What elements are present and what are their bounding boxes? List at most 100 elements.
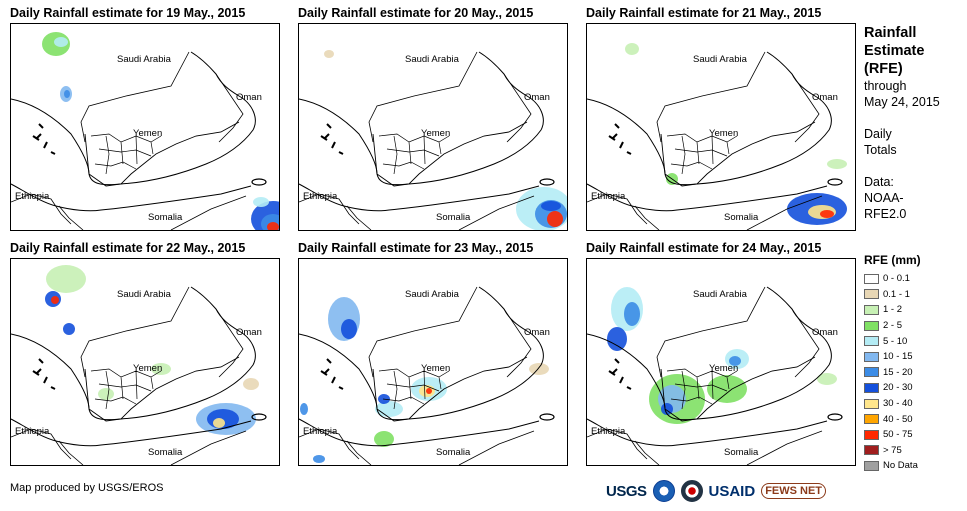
sidebar-date: May 24, 2015	[864, 95, 940, 109]
sidebar-title-1: Rainfall	[864, 25, 917, 41]
rainfall-area	[243, 378, 259, 390]
rainfall-area	[98, 388, 114, 400]
map-panel-21: Daily Rainfall estimate for 21 May., 201…	[586, 6, 856, 231]
panel-title: Daily Rainfall estimate for 24 May., 201…	[586, 241, 822, 255]
legend-label: 20 - 30	[883, 382, 913, 394]
legend-swatch	[864, 398, 879, 409]
legend-item: 2 - 5	[864, 318, 921, 334]
legend-swatch	[864, 460, 879, 471]
rainfall-area	[817, 373, 837, 385]
map-panel-19: Daily Rainfall estimate for 19 May., 201…	[10, 6, 280, 231]
legend-item: 1 - 2	[864, 302, 921, 318]
rainfall-area	[213, 418, 225, 428]
map-frame: Saudi Arabia Oman Yemen Ethiopia Somalia	[298, 258, 568, 466]
rainfall-area	[300, 403, 308, 415]
country-label-ethiopia: Ethiopia	[303, 191, 338, 202]
rainfall-area	[253, 197, 269, 207]
country-label-somalia: Somalia	[148, 212, 183, 223]
rainfall-map	[587, 286, 843, 465]
legend-label: 50 - 75	[883, 429, 913, 441]
borders	[587, 51, 843, 230]
rainfall-area	[529, 363, 549, 375]
country-label-yemen: Yemen	[709, 363, 739, 374]
legend-swatch	[864, 273, 879, 284]
sidebar-data-label: Data:	[864, 175, 894, 189]
legend-swatch	[864, 367, 879, 378]
country-label-somalia: Somalia	[436, 212, 471, 223]
legend-item: 15 - 20	[864, 365, 921, 381]
country-label-oman: Oman	[524, 327, 550, 338]
rainfall-area	[426, 388, 432, 394]
country-label-ethiopia: Ethiopia	[591, 191, 626, 202]
borders	[299, 286, 555, 465]
sidebar-totals: Totals	[864, 143, 897, 157]
rainfall-area	[625, 43, 639, 55]
rainfall-area	[541, 201, 561, 211]
logo-bar: USGS USAID FEWS NET	[606, 480, 827, 502]
sidebar-data-src1: NOAA-	[864, 191, 904, 205]
country-label-ethiopia: Ethiopia	[15, 191, 50, 202]
country-label-yemen: Yemen	[133, 128, 163, 139]
country-label-saudi: Saudi Arabia	[693, 54, 747, 65]
legend-swatch	[864, 351, 879, 362]
panel-title: Daily Rainfall estimate for 23 May., 201…	[298, 241, 534, 255]
rainfall-area	[341, 319, 357, 339]
legend-item: > 75	[864, 443, 921, 459]
country-label-oman: Oman	[236, 327, 262, 338]
rainfall-area	[54, 37, 68, 47]
country-label-yemen: Yemen	[709, 128, 739, 139]
legend-item: 50 - 75	[864, 427, 921, 443]
legend-item: 30 - 40	[864, 396, 921, 412]
rainfall-map	[587, 43, 847, 230]
legend-swatch	[864, 445, 879, 456]
legend-item: 20 - 30	[864, 380, 921, 396]
country-label-oman: Oman	[812, 92, 838, 103]
country-label-saudi: Saudi Arabia	[405, 54, 459, 65]
map-panel-20: Daily Rainfall estimate for 20 May., 201…	[298, 6, 568, 231]
legend-title: RFE (mm)	[864, 253, 921, 267]
legend-label: 10 - 15	[883, 351, 913, 363]
legend-swatch	[864, 320, 879, 331]
rainfall-area	[707, 375, 747, 403]
legend-item: 5 - 10	[864, 333, 921, 349]
borders	[299, 51, 555, 230]
legend-item: 0.1 - 1	[864, 287, 921, 303]
sidebar-title-3: (RFE)	[864, 61, 903, 77]
legend-label: 30 - 40	[883, 398, 913, 410]
rainfall-map	[11, 32, 279, 230]
map-frame: Saudi Arabia Oman Yemen Ethiopia Somalia	[586, 23, 856, 231]
country-label-oman: Oman	[524, 92, 550, 103]
legend-item: No Data	[864, 458, 921, 474]
rainfall-area	[151, 363, 171, 375]
rainfall-area	[547, 211, 563, 227]
noaa-logo-icon	[652, 480, 675, 502]
rainfall-area	[51, 296, 59, 304]
country-label-somalia: Somalia	[724, 212, 759, 223]
seal-logo-icon	[680, 480, 703, 502]
country-label-oman: Oman	[812, 327, 838, 338]
legend-swatch	[864, 382, 879, 393]
rainfall-map	[299, 286, 555, 465]
map-panel-23: Daily Rainfall estimate for 23 May., 201…	[298, 241, 568, 466]
panel-title: Daily Rainfall estimate for 20 May., 201…	[298, 6, 534, 20]
legend-swatch	[864, 304, 879, 315]
legend-swatch	[864, 336, 879, 347]
country-label-saudi: Saudi Arabia	[405, 289, 459, 300]
country-label-ethiopia: Ethiopia	[15, 426, 50, 437]
country-label-saudi: Saudi Arabia	[693, 289, 747, 300]
rainfall-area	[820, 210, 834, 218]
legend-item: 10 - 15	[864, 349, 921, 365]
panel-title: Daily Rainfall estimate for 22 May., 201…	[10, 241, 246, 255]
map-frame: Saudi Arabia Oman Yemen Ethiopia Somalia	[586, 258, 856, 466]
legend-swatch	[864, 429, 879, 440]
legend: RFE (mm) 0 - 0.1 0.1 - 1 1 - 2 2 - 5 5 - 10 1…	[864, 253, 921, 474]
country-label-saudi: Saudi Arabia	[117, 54, 171, 65]
country-label-yemen: Yemen	[421, 363, 451, 374]
map-frame: Saudi Arabia Oman Yemen Ethiopia Somalia	[298, 23, 568, 231]
map-frame: Saudi Arabia Oman Yemen Ethiopia Somalia	[10, 23, 280, 231]
legend-label: 2 - 5	[883, 320, 903, 332]
rainfall-area	[64, 90, 70, 98]
legend-label: 0 - 0.1	[883, 273, 910, 285]
fews-net-logo: FEWS NET	[761, 483, 827, 499]
panel-title: Daily Rainfall estimate for 21 May., 201…	[586, 6, 822, 20]
